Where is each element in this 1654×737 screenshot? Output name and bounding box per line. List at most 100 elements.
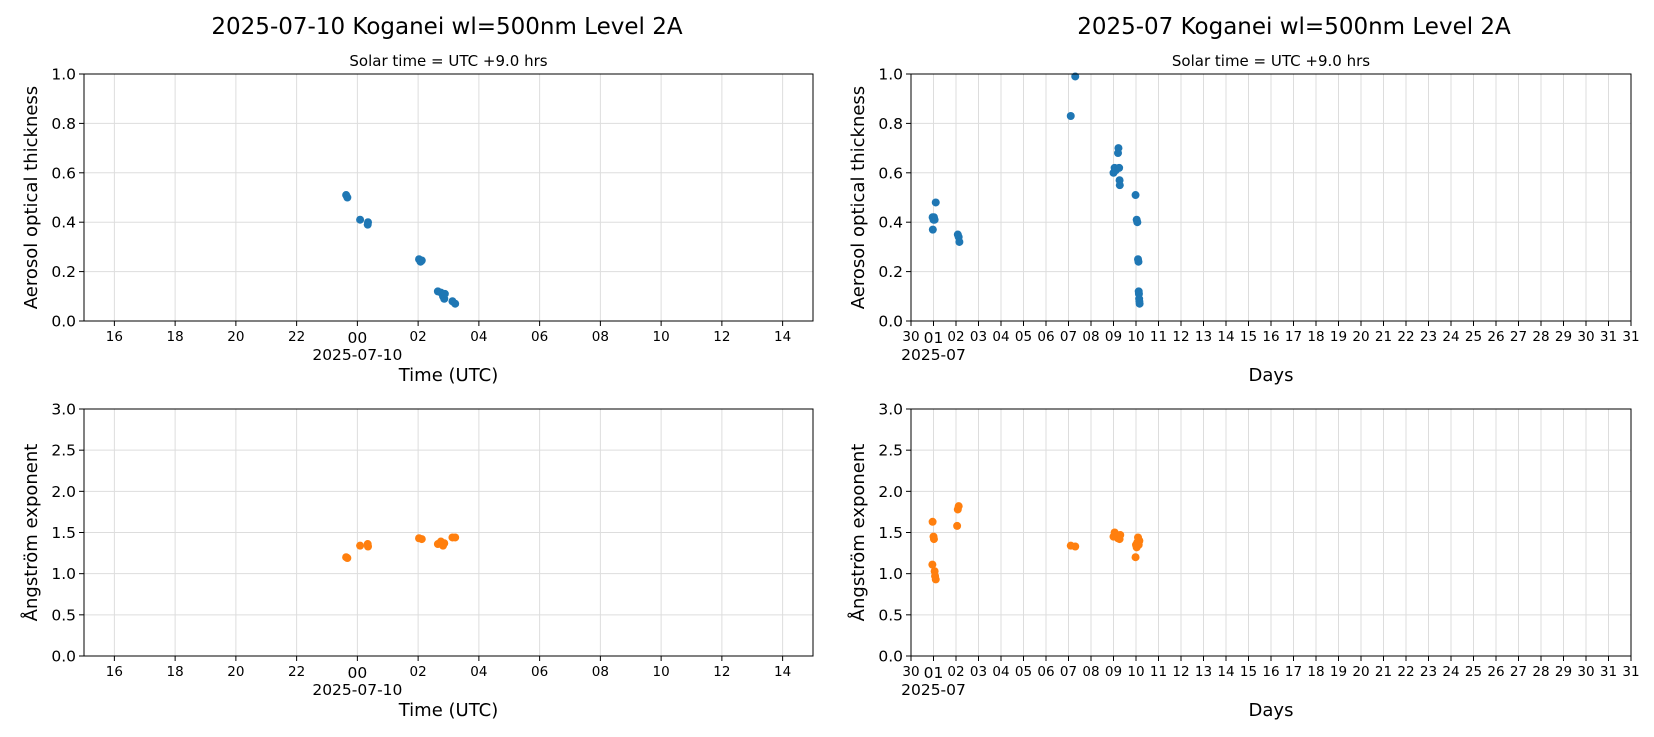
- data-point: [1071, 542, 1080, 551]
- x-tick-label: 20: [1352, 664, 1369, 680]
- y-tick-label: 0.0: [878, 648, 903, 666]
- x-offset-label: 2025-07: [901, 681, 966, 699]
- subplot-title: Solar time = UTC +9.0 hrs: [349, 52, 547, 70]
- data-point: [417, 535, 426, 544]
- x-tick-label: 14: [774, 329, 791, 345]
- data-point: [417, 256, 426, 265]
- gridlines: [84, 408, 813, 657]
- x-tick-label: 09: [1105, 664, 1122, 680]
- x-tick-label: 28: [1532, 664, 1549, 680]
- x-tick-label: 18: [1307, 664, 1324, 680]
- data-point: [1131, 553, 1140, 562]
- y-tick-label: 2.5: [878, 442, 903, 460]
- data-point: [955, 237, 964, 246]
- data-point: [356, 215, 365, 224]
- y-tick-label: 1.0: [878, 565, 903, 583]
- data-point: [363, 220, 372, 229]
- x-tick-label: 30: [1577, 329, 1594, 345]
- y-tick-label: 3.0: [51, 401, 76, 419]
- data-point: [953, 521, 962, 530]
- y-tick-label: 1.0: [51, 66, 76, 84]
- x-tick-label: 26: [1487, 329, 1504, 345]
- y-tick-label: 0.4: [878, 214, 903, 232]
- x-offset-label: 2025-07-10: [312, 681, 402, 699]
- x-tick-label: 10: [1127, 329, 1144, 345]
- x-tick-label: 31: [1600, 664, 1617, 680]
- data-points: [342, 191, 460, 308]
- data-point: [343, 193, 352, 202]
- x-tick-label: 02: [947, 664, 964, 680]
- x-axis-label: Time (UTC): [398, 365, 499, 386]
- x-offset-label: 2025-07: [901, 346, 966, 364]
- x-tick-label: 18: [167, 664, 184, 680]
- x-axis-label: Days: [1249, 700, 1294, 721]
- x-tick-label: 20: [227, 329, 244, 345]
- x-tick-label: 16: [106, 329, 123, 345]
- data-point: [1115, 163, 1124, 172]
- data-point: [931, 575, 940, 584]
- x-tick-label: 03: [970, 329, 987, 345]
- x-tick-label: 11: [1150, 329, 1167, 345]
- x-tick-label: 08: [592, 664, 609, 680]
- y-tick-label: 0.6: [51, 164, 76, 182]
- data-point: [928, 517, 937, 526]
- x-tick-label: 10: [653, 329, 670, 345]
- x-tick-label: 00: [348, 329, 368, 347]
- x-tick-label: 24: [1442, 664, 1459, 680]
- x-tick-label: 16: [106, 664, 123, 680]
- x-axis-label: Days: [1249, 365, 1294, 386]
- x-tick-label: 31: [1622, 664, 1639, 680]
- data-point: [1131, 191, 1140, 200]
- x-tick-label: 10: [653, 664, 670, 680]
- y-tick-label: 1.5: [51, 524, 76, 542]
- y-tick-label: 0.2: [51, 263, 76, 281]
- data-point: [451, 533, 460, 542]
- y-tick-label: 3.0: [878, 401, 903, 419]
- y-tick-label: 1.5: [878, 524, 903, 542]
- x-tick-label: 04: [992, 664, 1009, 680]
- x-tick-label: 15: [1240, 664, 1257, 680]
- x-tick-label: 18: [1307, 329, 1324, 345]
- x-axis-label: Time (UTC): [398, 700, 499, 721]
- x-offset-label: 2025-07-10: [312, 346, 402, 364]
- x-tick-label: 06: [1037, 329, 1054, 345]
- data-point: [928, 560, 937, 569]
- panel-monthly-aot: 0.0 0.2 0.4 0.6 0.8 1.0 30 01 02 03 04 05 06 07 08 09 10…: [848, 52, 1640, 386]
- x-tick-label: 28: [1532, 329, 1549, 345]
- panel-monthly-angstrom: 0.0 0.5 1.0 1.5 2.0 2.5 3.0 30 01 02 03 04 05 06 07 08 0…: [847, 401, 1640, 722]
- x-tick-label: 27: [1510, 329, 1527, 345]
- y-tick-label: 2.0: [878, 483, 903, 501]
- x-tick-label: 31: [1622, 329, 1639, 345]
- x-tick-label: 17: [1285, 329, 1302, 345]
- x-tick-label: 19: [1330, 329, 1347, 345]
- x-tick-label: 12: [713, 329, 730, 345]
- data-point: [1116, 530, 1125, 539]
- y-tick-label: 0.0: [51, 313, 76, 331]
- x-tick-label: 16: [1262, 664, 1279, 680]
- x-tick-label: 26: [1487, 664, 1504, 680]
- x-tick-label: 20: [227, 664, 244, 680]
- x-tick-label: 08: [1082, 329, 1099, 345]
- data-point: [1135, 299, 1144, 308]
- x-tick-label: 31: [1600, 329, 1617, 345]
- x-tick-label: 16: [1262, 329, 1279, 345]
- data-points: [342, 533, 460, 563]
- gridlines: [84, 73, 813, 322]
- x-tick-label: 25: [1465, 664, 1482, 680]
- data-point: [1115, 181, 1124, 190]
- x-tick-label: 09: [1105, 329, 1122, 345]
- y-axis-label: Ångström exponent: [20, 444, 42, 622]
- x-tick-label: 27: [1510, 664, 1527, 680]
- y-tick-label: 0.5: [51, 606, 76, 624]
- y-tick-label: 0.8: [878, 115, 903, 133]
- x-tick-label: 04: [470, 329, 487, 345]
- y-axis-label: Ångström exponent: [847, 444, 869, 622]
- y-tick-label: 0.0: [51, 648, 76, 666]
- x-tick-label: 22: [288, 329, 305, 345]
- subplot-title: Solar time = UTC +9.0 hrs: [1172, 52, 1370, 70]
- x-tick-label: 29: [1555, 329, 1572, 345]
- x-tick-label: 05: [1015, 664, 1032, 680]
- x-tick-label: 05: [1015, 329, 1032, 345]
- y-tick-label: 0.0: [878, 313, 903, 331]
